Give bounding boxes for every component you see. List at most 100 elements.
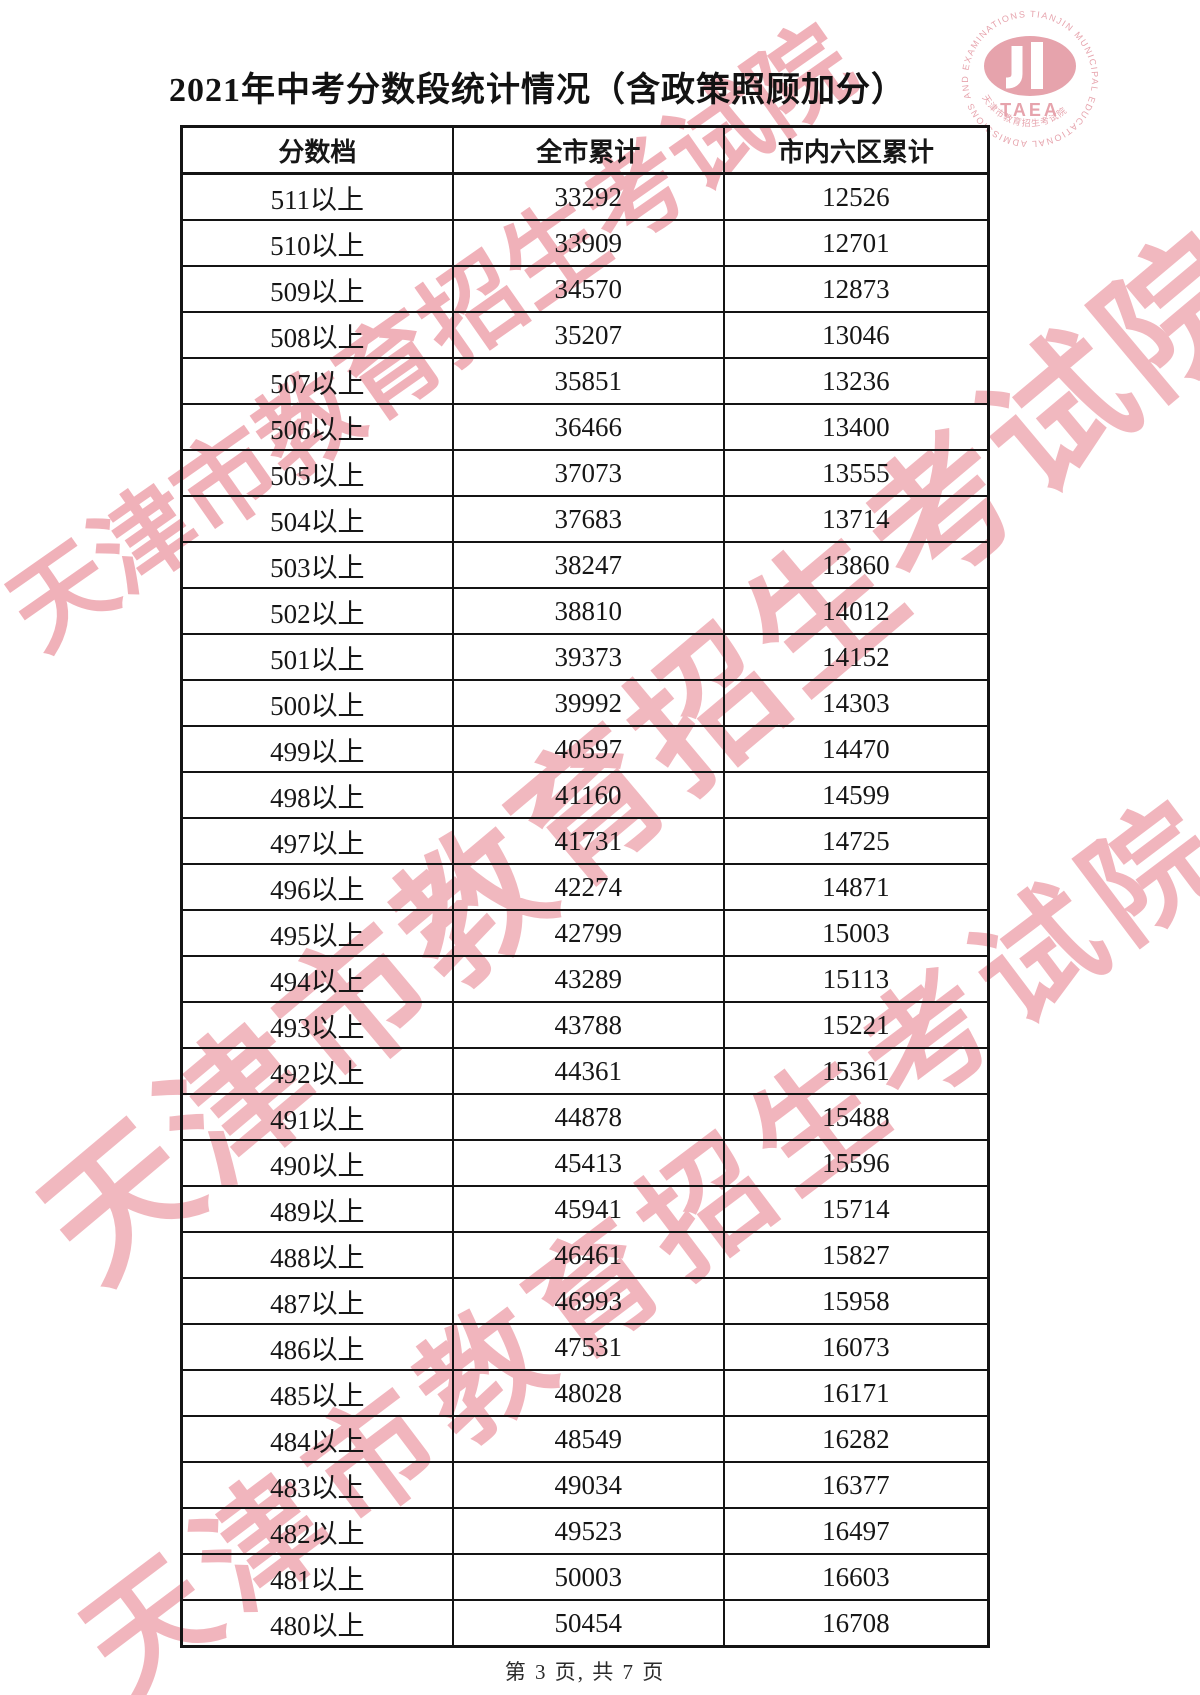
- citywide-cumulative-cell: 43788: [451, 1001, 725, 1049]
- six-districts-cumulative-cell: 14725: [722, 817, 990, 865]
- table-row: 486以上 47531 16073: [180, 1323, 990, 1371]
- six-districts-cumulative-cell: 15113: [722, 955, 990, 1003]
- table-row: 505以上 37073 13555: [180, 449, 990, 497]
- table-row: 488以上 46461 15827: [180, 1231, 990, 1279]
- score-band-cell: 493以上: [180, 1001, 454, 1049]
- table-row: 497以上 41731 14725: [180, 817, 990, 865]
- score-band-cell: 489以上: [180, 1185, 454, 1233]
- six-districts-cumulative-cell: 15596: [722, 1139, 990, 1187]
- score-band-cell: 495以上: [180, 909, 454, 957]
- citywide-cumulative-cell: 35207: [451, 311, 725, 359]
- score-band-cell: 498以上: [180, 771, 454, 819]
- table-row: 509以上 34570 12873: [180, 265, 990, 313]
- table-row: 487以上 46993 15958: [180, 1277, 990, 1325]
- six-districts-cumulative-cell: 16073: [722, 1323, 990, 1371]
- table-row: 483以上 49034 16377: [180, 1461, 990, 1509]
- score-band-cell: 494以上: [180, 955, 454, 1003]
- six-districts-cumulative-cell: 13236: [722, 357, 990, 405]
- six-districts-cumulative-cell: 16377: [722, 1461, 990, 1509]
- table-row: 480以上 50454 16708: [180, 1599, 990, 1648]
- citywide-cumulative-cell: 39992: [451, 679, 725, 727]
- six-districts-cumulative-cell: 15827: [722, 1231, 990, 1279]
- citywide-cumulative-cell: 42799: [451, 909, 725, 957]
- score-band-cell: 499以上: [180, 725, 454, 773]
- six-districts-cumulative-cell: 16603: [722, 1553, 990, 1601]
- table-row: 510以上 33909 12701: [180, 219, 990, 267]
- page-number: 第 3 页, 共 7 页: [504, 1660, 666, 1684]
- score-band-cell: 500以上: [180, 679, 454, 727]
- score-band-cell: 508以上: [180, 311, 454, 359]
- score-band-cell: 482以上: [180, 1507, 454, 1555]
- score-band-cell: 492以上: [180, 1047, 454, 1095]
- citywide-cumulative-cell: 50003: [451, 1553, 725, 1601]
- citywide-cumulative-cell: 45413: [451, 1139, 725, 1187]
- column-header-citywide-cumulative: 全市累计: [451, 125, 725, 175]
- score-band-cell: 501以上: [180, 633, 454, 681]
- score-band-cell: 486以上: [180, 1323, 454, 1371]
- table-row: 481以上 50003 16603: [180, 1553, 990, 1601]
- six-districts-cumulative-cell: 14871: [722, 863, 990, 911]
- table-header-row: 分数档 全市累计 市内六区累计: [180, 125, 990, 175]
- citywide-cumulative-cell: 48549: [451, 1415, 725, 1463]
- citywide-cumulative-cell: 44878: [451, 1093, 725, 1141]
- six-districts-cumulative-cell: 14470: [722, 725, 990, 773]
- page-title: 2021年中考分数段统计情况（含政策照顾加分）: [169, 72, 906, 109]
- score-band-cell: 490以上: [180, 1139, 454, 1187]
- citywide-cumulative-cell: 38247: [451, 541, 725, 589]
- table-row: 508以上 35207 13046: [180, 311, 990, 359]
- six-districts-cumulative-cell: 13555: [722, 449, 990, 497]
- citywide-cumulative-cell: 42274: [451, 863, 725, 911]
- six-districts-cumulative-cell: 15003: [722, 909, 990, 957]
- score-band-cell: 483以上: [180, 1461, 454, 1509]
- six-districts-cumulative-cell: 15221: [722, 1001, 990, 1049]
- table-row: 503以上 38247 13860: [180, 541, 990, 589]
- citywide-cumulative-cell: 46461: [451, 1231, 725, 1279]
- table-row: 494以上 43289 15113: [180, 955, 990, 1003]
- score-band-cell: 505以上: [180, 449, 454, 497]
- score-band-cell: 480以上: [180, 1599, 454, 1648]
- six-districts-cumulative-cell: 15958: [722, 1277, 990, 1325]
- score-band-cell: 502以上: [180, 587, 454, 635]
- six-districts-cumulative-cell: 15488: [722, 1093, 990, 1141]
- score-band-cell: 481以上: [180, 1553, 454, 1601]
- citywide-cumulative-cell: 33909: [451, 219, 725, 267]
- six-districts-cumulative-cell: 14152: [722, 633, 990, 681]
- citywide-cumulative-cell: 37073: [451, 449, 725, 497]
- column-header-score-band: 分数档: [180, 125, 454, 175]
- table-row: 502以上 38810 14012: [180, 587, 990, 635]
- six-districts-cumulative-cell: 16171: [722, 1369, 990, 1417]
- six-districts-cumulative-cell: 13400: [722, 403, 990, 451]
- table-row: 507以上 35851 13236: [180, 357, 990, 405]
- table-row: 499以上 40597 14470: [180, 725, 990, 773]
- six-districts-cumulative-cell: 13860: [722, 541, 990, 589]
- citywide-cumulative-cell: 44361: [451, 1047, 725, 1095]
- citywide-cumulative-cell: 49523: [451, 1507, 725, 1555]
- citywide-cumulative-cell: 41731: [451, 817, 725, 865]
- table-row: 495以上 42799 15003: [180, 909, 990, 957]
- table-row: 482以上 49523 16497: [180, 1507, 990, 1555]
- score-band-cell: 509以上: [180, 265, 454, 313]
- six-districts-cumulative-cell: 12526: [722, 172, 990, 221]
- score-band-cell: 488以上: [180, 1231, 454, 1279]
- score-band-cell: 503以上: [180, 541, 454, 589]
- score-distribution-table: 分数档 全市累计 市内六区累计 511以上 33292 12526 510以上 3390…: [180, 125, 990, 1648]
- score-band-cell: 485以上: [180, 1369, 454, 1417]
- citywide-cumulative-cell: 41160: [451, 771, 725, 819]
- score-band-cell: 504以上: [180, 495, 454, 543]
- table-row: 506以上 36466 13400: [180, 403, 990, 451]
- six-districts-cumulative-cell: 14303: [722, 679, 990, 727]
- score-band-cell: 491以上: [180, 1093, 454, 1141]
- citywide-cumulative-cell: 49034: [451, 1461, 725, 1509]
- citywide-cumulative-cell: 50454: [451, 1599, 725, 1648]
- six-districts-cumulative-cell: 12701: [722, 219, 990, 267]
- table-row: 490以上 45413 15596: [180, 1139, 990, 1187]
- score-band-cell: 484以上: [180, 1415, 454, 1463]
- six-districts-cumulative-cell: 13046: [722, 311, 990, 359]
- score-band-cell: 511以上: [180, 172, 454, 221]
- score-band-cell: 510以上: [180, 219, 454, 267]
- citywide-cumulative-cell: 35851: [451, 357, 725, 405]
- citywide-cumulative-cell: 45941: [451, 1185, 725, 1233]
- table-row: 511以上 33292 12526: [180, 172, 990, 221]
- column-header-six-districts-cumulative: 市内六区累计: [722, 125, 990, 175]
